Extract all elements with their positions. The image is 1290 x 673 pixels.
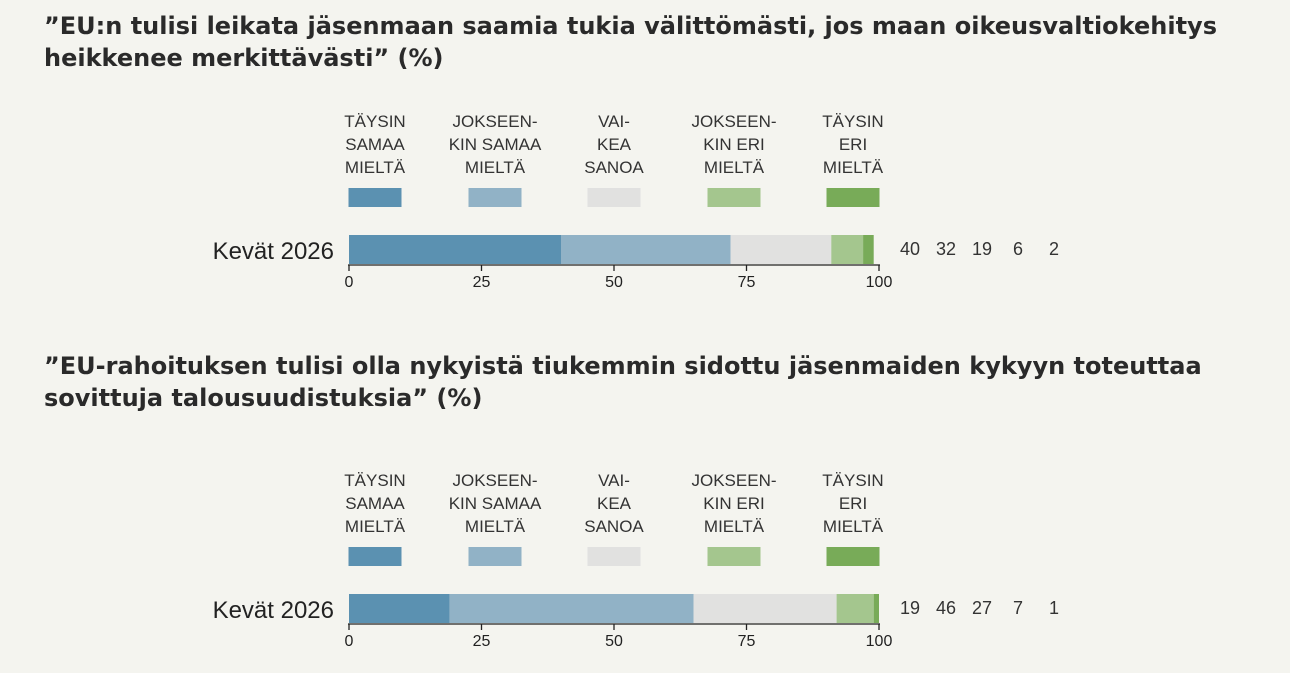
legend-label: JOKSEEN- <box>691 471 776 490</box>
legend-label: VAI- <box>598 471 630 490</box>
legend-swatch <box>587 188 641 207</box>
bar-segment <box>730 235 832 264</box>
legend-label: KEA <box>597 135 632 154</box>
bar-segment <box>349 594 450 623</box>
legend-label: TÄYSIN <box>344 471 405 490</box>
legend-label: KIN ERI <box>703 494 764 513</box>
x-tick-label: 75 <box>738 274 756 291</box>
bar-segment <box>836 594 874 623</box>
legend-label: MIELTÄ <box>345 158 406 177</box>
chart-1: TÄYSIN SAMAA MIELTÄ JOKSEEN- KIN SAMAA MIELTÄ… <box>213 112 1059 291</box>
x-tick-label: 50 <box>605 274 623 291</box>
category-label: Kevät 2026 <box>213 597 334 624</box>
bar-segment <box>831 235 864 264</box>
legend-label: MIELTÄ <box>345 517 406 536</box>
legend-swatch <box>707 188 761 207</box>
legend-label: MIELTÄ <box>465 158 526 177</box>
legend-label: KIN ERI <box>703 135 764 154</box>
legend-label: MIELTÄ <box>823 158 884 177</box>
legend-label: TÄYSIN <box>822 112 883 131</box>
legend-label: MIELTÄ <box>823 517 884 536</box>
legend-swatch <box>468 188 522 207</box>
data-label: 6 <box>1013 239 1023 259</box>
data-label: 19 <box>900 598 920 618</box>
legend-swatch <box>468 547 522 566</box>
data-label: 1 <box>1049 598 1059 618</box>
bar-segment <box>349 235 561 264</box>
data-label: 19 <box>972 239 992 259</box>
data-label: 46 <box>936 598 956 618</box>
x-tick-label: 75 <box>738 633 756 650</box>
legend-label: JOKSEEN- <box>452 471 537 490</box>
legend-label: MIELTÄ <box>704 158 765 177</box>
legend-label: ERI <box>839 494 867 513</box>
x-tick-label: 50 <box>605 633 623 650</box>
legend-label: SANOA <box>584 517 644 536</box>
legend-swatch <box>587 547 641 566</box>
x-tick-label: 0 <box>345 633 354 650</box>
x-tick-label: 100 <box>866 274 893 291</box>
bar-segment <box>561 235 731 264</box>
chart-1-title: ”EU:n tulisi leikata jäsenmaan saamia tu… <box>44 12 1217 72</box>
legend-label: KEA <box>597 494 632 513</box>
data-label: 2 <box>1049 239 1059 259</box>
legend-swatch <box>348 188 402 207</box>
legend-label: ERI <box>839 135 867 154</box>
legend-label: MIELTÄ <box>465 517 526 536</box>
category-label: Kevät 2026 <box>213 238 334 265</box>
legend-label: JOKSEEN- <box>691 112 776 131</box>
data-label: 32 <box>936 239 956 259</box>
legend-label: TÄYSIN <box>344 112 405 131</box>
x-tick-label: 25 <box>473 274 491 291</box>
x-tick-label: 100 <box>866 633 893 650</box>
legend-label: JOKSEEN- <box>452 112 537 131</box>
legend-label: SANOA <box>584 158 644 177</box>
legend-swatch <box>826 547 880 566</box>
legend-label: KIN SAMAA <box>449 494 542 513</box>
chart-2-title: ”EU-rahoituksen tulisi olla nykyistä tiu… <box>44 352 1202 412</box>
legend-swatch <box>348 547 402 566</box>
legend-swatch <box>707 547 761 566</box>
legend-label: VAI- <box>598 112 630 131</box>
legend-label: SAMAA <box>345 494 405 513</box>
legend-swatch <box>826 188 880 207</box>
x-tick-label: 25 <box>473 633 491 650</box>
chart-2: TÄYSIN SAMAA MIELTÄ JOKSEEN- KIN SAMAA MIELTÄ… <box>213 471 1059 650</box>
legend-label: KIN SAMAA <box>449 135 542 154</box>
bar-segment <box>449 594 694 623</box>
data-label: 27 <box>972 598 992 618</box>
data-label: 7 <box>1013 598 1023 618</box>
data-label: 40 <box>900 239 920 259</box>
bar-segment <box>863 235 874 264</box>
bar-segment <box>693 594 837 623</box>
x-tick-label: 0 <box>345 274 354 291</box>
legend-label: TÄYSIN <box>822 471 883 490</box>
bar-segment <box>873 594 879 623</box>
legend-label: MIELTÄ <box>704 517 765 536</box>
legend-label: SAMAA <box>345 135 405 154</box>
